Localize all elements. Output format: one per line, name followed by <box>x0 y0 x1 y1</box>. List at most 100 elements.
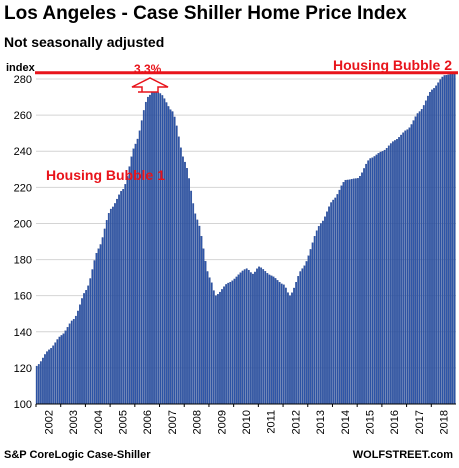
x-tick-label: 2008 <box>192 410 204 434</box>
bar <box>369 158 372 405</box>
bar <box>375 154 378 405</box>
bar <box>229 281 232 405</box>
bar <box>155 90 158 405</box>
bar <box>79 304 81 405</box>
bar <box>276 280 279 405</box>
gap-percent-label: 3.3% <box>134 62 162 76</box>
bar <box>447 74 450 405</box>
bar <box>311 242 314 405</box>
bar <box>249 272 252 405</box>
bar <box>280 283 283 405</box>
bar <box>140 120 143 405</box>
x-tick-label: 2010 <box>241 410 253 434</box>
y-tick-label: 160 <box>14 291 32 303</box>
bar <box>142 110 145 405</box>
bar <box>227 282 230 405</box>
bar <box>74 315 77 405</box>
bar <box>431 89 433 405</box>
bar <box>161 95 164 405</box>
bar <box>322 220 324 405</box>
y-tick-label: 180 <box>14 255 32 267</box>
bar <box>342 182 345 405</box>
bar <box>175 125 178 405</box>
bar <box>324 216 326 405</box>
bar <box>445 75 448 405</box>
bars-series <box>35 73 456 405</box>
bar <box>336 194 339 405</box>
bar <box>159 93 162 405</box>
bar <box>124 184 127 405</box>
bar <box>338 189 341 405</box>
bar <box>163 98 166 405</box>
bar <box>309 249 312 405</box>
bar <box>328 206 330 405</box>
bar <box>348 179 351 405</box>
bar <box>392 141 394 405</box>
bar <box>373 156 376 405</box>
bar <box>237 274 240 405</box>
bar <box>128 166 131 405</box>
x-tick-label: 2002 <box>43 410 55 434</box>
bar <box>50 348 53 405</box>
bar <box>85 290 88 405</box>
bar <box>223 286 225 405</box>
bar <box>262 269 265 405</box>
bar <box>231 280 234 405</box>
y-tick-label: 100 <box>14 399 32 411</box>
bar <box>317 226 320 405</box>
bar <box>394 140 396 405</box>
source-label: S&P CoreLogic Case-Shiller <box>4 449 151 461</box>
bar <box>404 130 407 405</box>
bar <box>284 287 287 405</box>
bar <box>354 178 357 405</box>
bar <box>48 349 50 405</box>
bar <box>297 276 300 405</box>
bar <box>101 237 104 405</box>
bar <box>196 219 199 405</box>
bar <box>441 76 444 405</box>
bar <box>221 289 223 405</box>
bar <box>361 172 363 405</box>
bar <box>245 268 248 405</box>
bar <box>260 267 263 405</box>
housing-bubble-2-label: Housing Bubble 2 <box>333 57 452 73</box>
bar <box>99 244 102 405</box>
chart-subtitle: Not seasonally adjusted <box>4 34 165 50</box>
bar <box>400 134 403 405</box>
bar <box>272 276 275 405</box>
x-tick-label: 2006 <box>142 410 154 434</box>
bar <box>451 73 454 405</box>
x-tick-label: 2018 <box>439 410 451 434</box>
bar <box>346 179 349 405</box>
watermark-label: WOLFSTREET.com <box>352 449 453 461</box>
bar <box>264 271 267 405</box>
x-tick-label: 2009 <box>216 410 228 434</box>
bar <box>307 255 310 405</box>
bar <box>132 148 135 405</box>
bar <box>217 294 219 405</box>
bar <box>396 139 398 405</box>
bar <box>130 156 133 405</box>
bar <box>241 270 244 405</box>
bar <box>389 143 392 405</box>
bar <box>299 271 302 405</box>
bar <box>235 276 238 405</box>
bar <box>429 92 431 405</box>
bar <box>289 295 291 405</box>
x-tick-label: 2007 <box>167 410 179 434</box>
bar <box>402 132 405 405</box>
bar <box>367 160 370 405</box>
bar <box>359 176 361 405</box>
bar <box>303 265 306 405</box>
y-tick-label: 240 <box>14 146 32 158</box>
x-tick-label: 2015 <box>365 410 377 434</box>
bar <box>39 361 42 405</box>
bar <box>334 197 337 405</box>
bar <box>371 157 374 405</box>
bar <box>326 211 328 405</box>
bar <box>46 351 48 405</box>
bar <box>42 357 44 405</box>
bar <box>414 116 417 405</box>
bar <box>387 145 390 405</box>
bar <box>134 143 137 405</box>
